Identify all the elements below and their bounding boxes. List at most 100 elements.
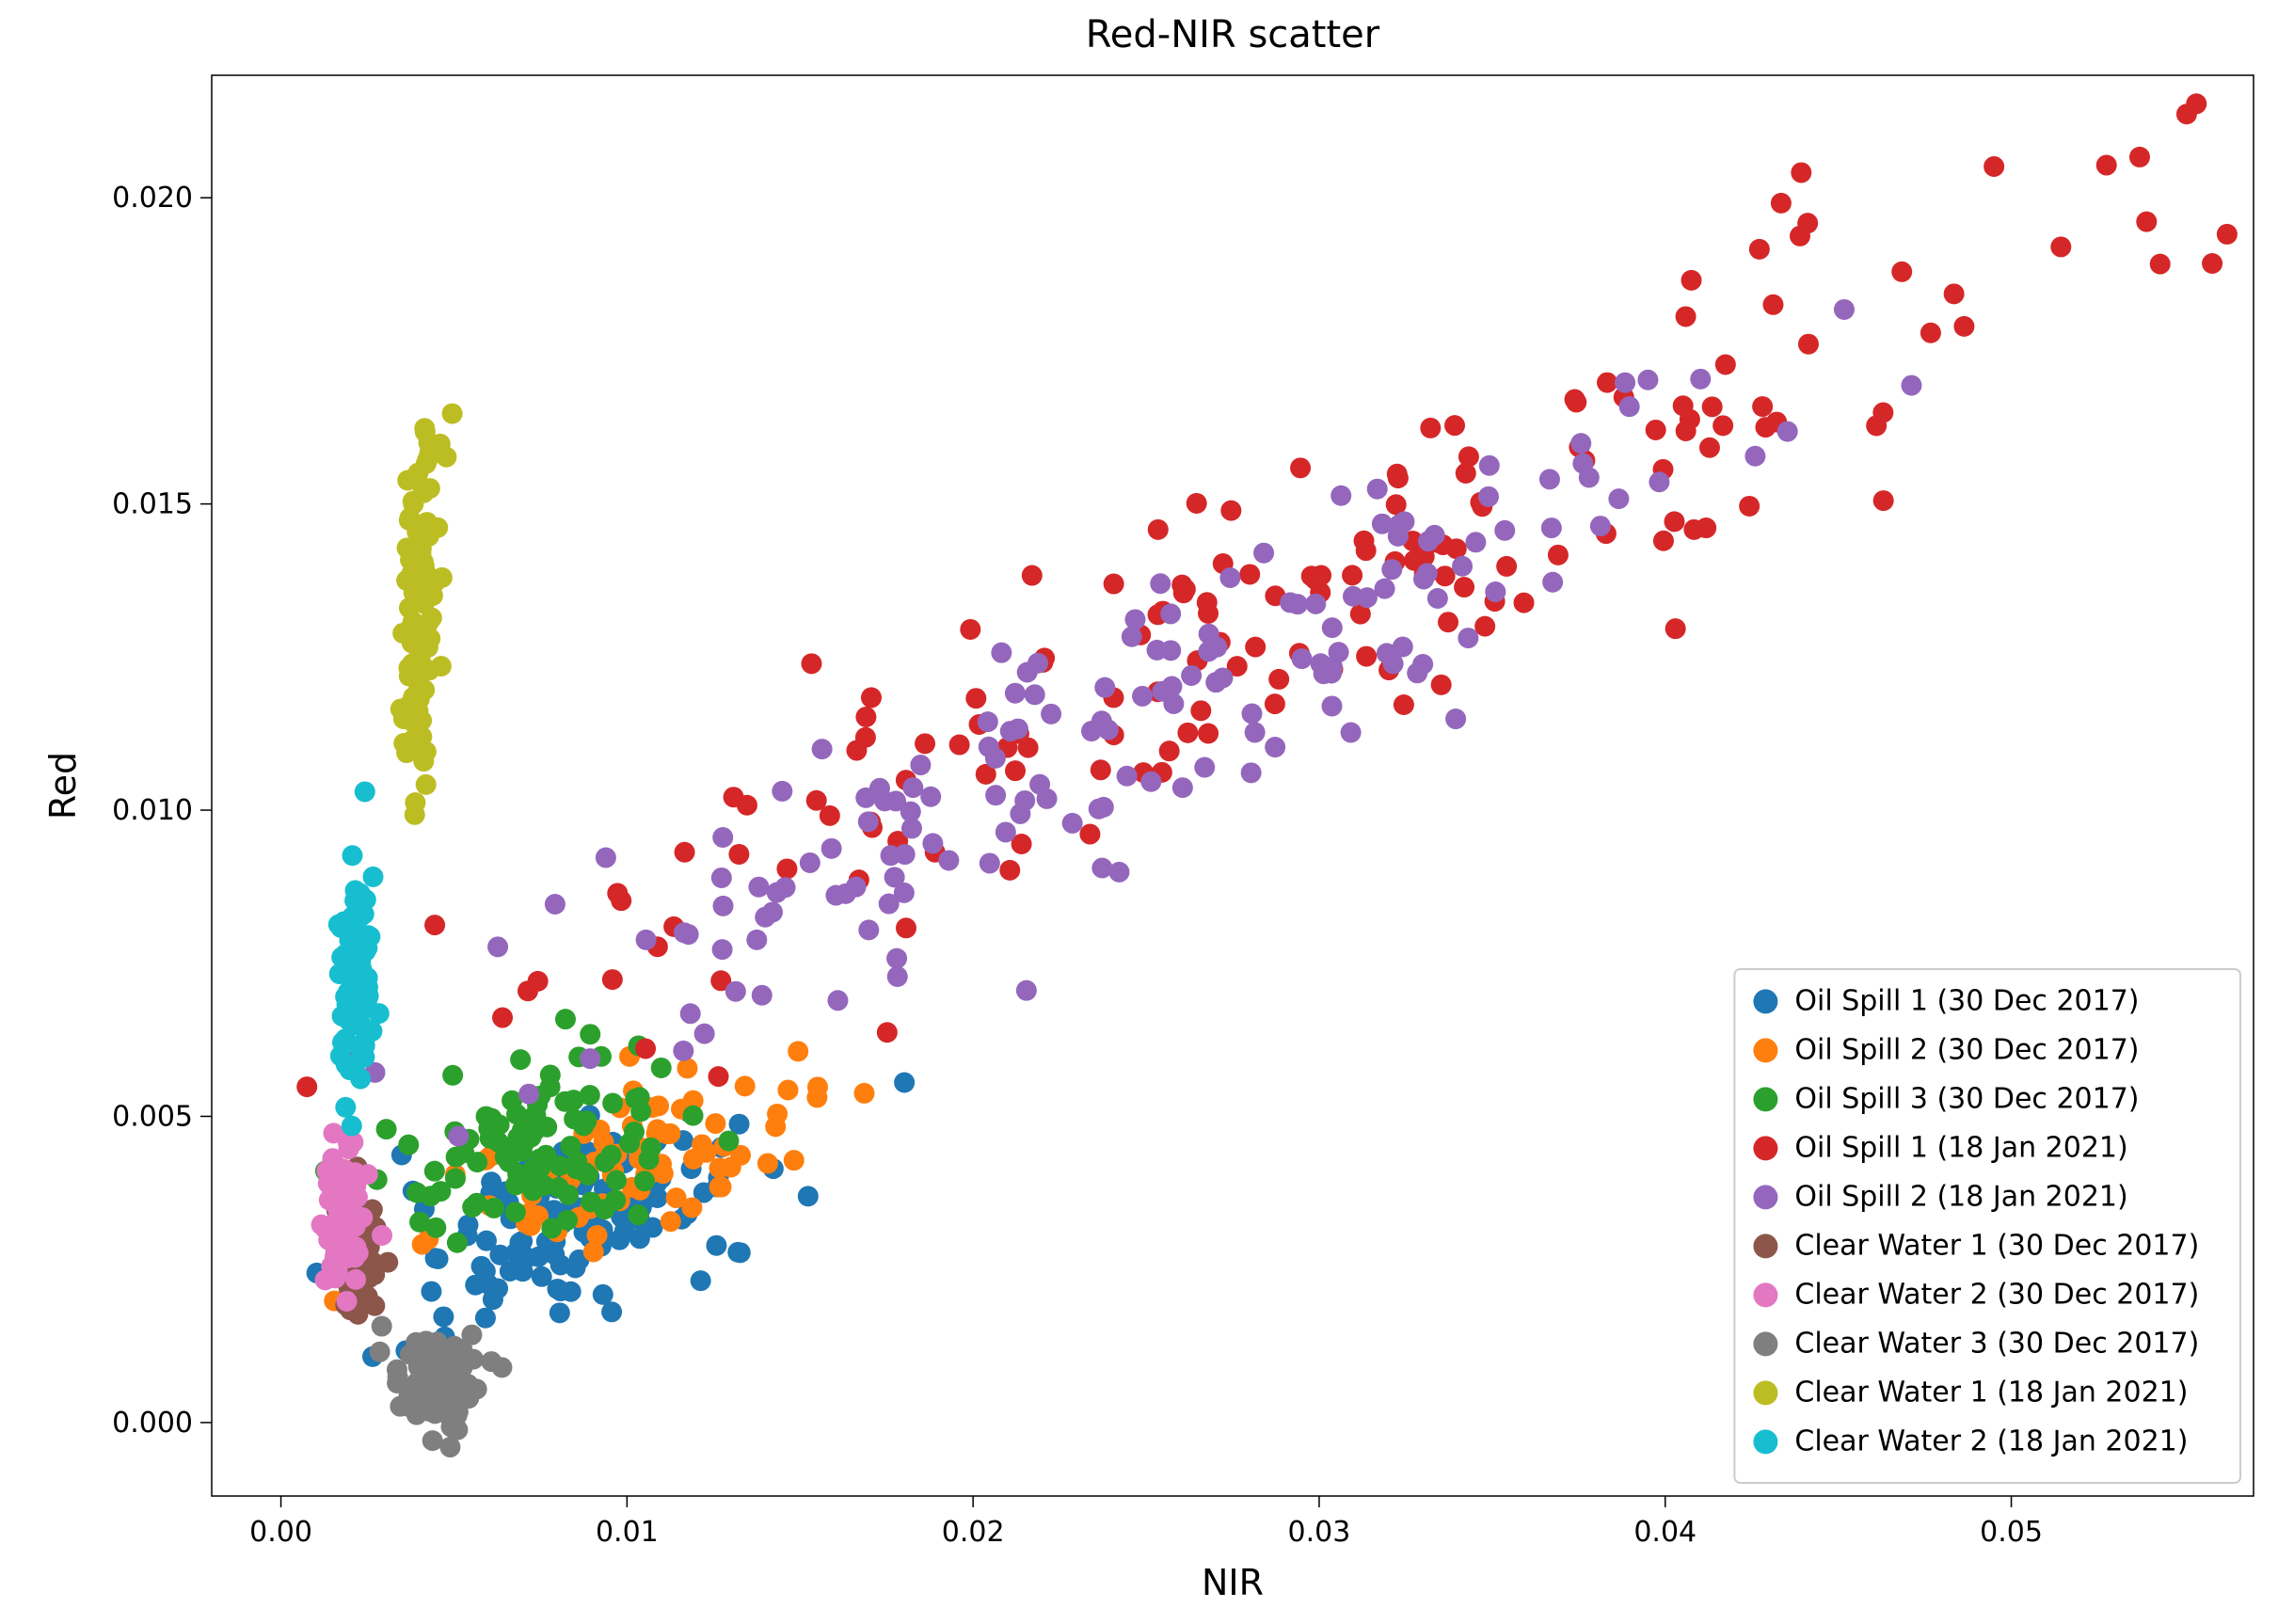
y-tick-label: 0.010 bbox=[112, 794, 193, 827]
y-tick-label: 0.005 bbox=[112, 1100, 193, 1133]
data-point bbox=[1205, 672, 1226, 693]
data-point bbox=[1454, 577, 1474, 597]
data-point bbox=[1444, 415, 1465, 436]
data-point bbox=[1187, 493, 1207, 514]
data-point bbox=[541, 1218, 562, 1238]
data-point bbox=[1079, 824, 1100, 845]
data-point bbox=[1245, 637, 1266, 658]
data-point bbox=[1873, 490, 1894, 511]
data-point bbox=[900, 802, 921, 822]
legend-marker bbox=[1753, 1087, 1777, 1111]
data-point bbox=[442, 1065, 463, 1086]
data-point bbox=[330, 1196, 351, 1217]
data-point bbox=[1005, 760, 1026, 781]
data-point bbox=[706, 1235, 726, 1256]
data-point bbox=[1866, 415, 1887, 436]
data-point bbox=[1091, 759, 1111, 780]
data-point bbox=[605, 1190, 626, 1211]
data-point bbox=[855, 707, 876, 727]
data-point bbox=[978, 711, 998, 732]
data-point bbox=[1062, 813, 1083, 834]
data-point bbox=[1290, 457, 1311, 478]
legend-marker bbox=[1753, 1038, 1777, 1062]
data-point bbox=[683, 1106, 704, 1126]
data-point bbox=[335, 1159, 356, 1180]
data-point bbox=[798, 1186, 819, 1206]
data-point bbox=[452, 1357, 472, 1377]
data-point bbox=[1253, 543, 1274, 564]
data-point bbox=[422, 1430, 443, 1451]
data-point bbox=[402, 654, 422, 675]
data-point bbox=[1494, 520, 1515, 541]
data-point bbox=[1388, 526, 1409, 547]
legend-label: Oil Spill 1 (30 Dec 2017) bbox=[1794, 984, 2139, 1017]
data-point bbox=[1242, 704, 1263, 724]
data-point bbox=[1171, 575, 1192, 596]
data-point bbox=[355, 1035, 375, 1056]
data-point bbox=[414, 418, 435, 438]
data-point bbox=[1739, 496, 1760, 517]
data-point bbox=[678, 924, 699, 945]
data-point bbox=[709, 1066, 729, 1087]
data-point bbox=[1570, 433, 1591, 454]
data-point bbox=[680, 1003, 701, 1024]
data-point bbox=[448, 1126, 469, 1147]
data-point bbox=[1150, 573, 1171, 594]
data-point bbox=[1148, 519, 1169, 540]
data-point bbox=[1608, 488, 1629, 509]
data-point bbox=[886, 948, 907, 969]
legend-label: Clear Water 2 (18 Jan 2021) bbox=[1794, 1425, 2188, 1457]
chart-title: Red-NIR scatter bbox=[1086, 13, 1380, 56]
legend-marker bbox=[1753, 1136, 1777, 1160]
data-point bbox=[355, 941, 375, 962]
data-point bbox=[1124, 609, 1145, 629]
data-point bbox=[619, 1133, 640, 1154]
data-point bbox=[335, 1097, 356, 1118]
data-point bbox=[400, 1345, 421, 1365]
data-point bbox=[1206, 637, 1227, 658]
data-point bbox=[363, 867, 384, 887]
x-tick-label: 0.02 bbox=[942, 1516, 1005, 1549]
data-point bbox=[1198, 724, 1219, 744]
data-point bbox=[1901, 375, 1921, 396]
data-point bbox=[419, 612, 439, 632]
data-point bbox=[1177, 723, 1198, 743]
data-point bbox=[2150, 254, 2171, 275]
data-point bbox=[487, 936, 508, 957]
data-point bbox=[1239, 564, 1260, 584]
data-point bbox=[712, 939, 733, 960]
scatter-chart: Red-NIR scatter0.000.010.020.030.040.050… bbox=[0, 0, 2294, 1624]
data-point bbox=[593, 1284, 613, 1305]
data-point bbox=[1342, 565, 1362, 585]
data-point bbox=[442, 404, 463, 424]
chart-container: Red-NIR scatter0.000.010.020.030.040.050… bbox=[0, 0, 2294, 1624]
data-point bbox=[1412, 654, 1433, 675]
legend-marker bbox=[1753, 1380, 1777, 1405]
data-point bbox=[634, 1170, 655, 1191]
data-point bbox=[1292, 648, 1313, 669]
data-point bbox=[949, 735, 970, 756]
data-point bbox=[405, 1382, 425, 1403]
data-point bbox=[1891, 262, 1912, 282]
data-point bbox=[718, 1131, 739, 1152]
data-point bbox=[399, 508, 420, 529]
data-point bbox=[1265, 737, 1285, 757]
data-point bbox=[1920, 323, 1941, 343]
data-point bbox=[393, 733, 414, 754]
data-point bbox=[725, 981, 746, 1002]
data-point bbox=[1108, 862, 1129, 883]
legend-label: Oil Spill 2 (18 Jan 2021) bbox=[1794, 1180, 2127, 1213]
data-point bbox=[730, 1242, 751, 1263]
data-point bbox=[712, 827, 733, 848]
data-point bbox=[1388, 468, 1409, 488]
data-point bbox=[757, 1153, 778, 1173]
data-point bbox=[1458, 628, 1478, 648]
data-point bbox=[1713, 415, 1733, 436]
data-point bbox=[1752, 396, 1773, 417]
data-point bbox=[1311, 565, 1331, 586]
data-point bbox=[1834, 299, 1855, 320]
data-point bbox=[372, 1316, 392, 1337]
y-axis-label: Red bbox=[42, 752, 84, 820]
y-tick-label: 0.000 bbox=[112, 1407, 193, 1440]
data-point bbox=[788, 1041, 808, 1061]
